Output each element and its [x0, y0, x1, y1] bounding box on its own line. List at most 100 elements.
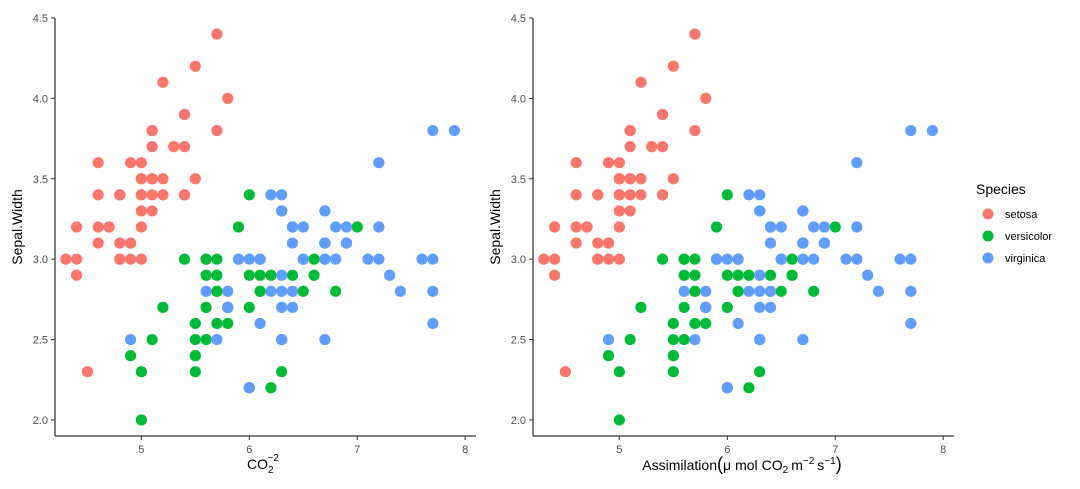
point-virginica-49 [232, 253, 245, 265]
point-versicolor-0 [829, 221, 841, 233]
point-setosa-42 [70, 221, 83, 233]
point-virginica-35 [905, 253, 917, 265]
x-axis-title-subscript: 2 [268, 465, 274, 476]
point-virginica-12 [808, 253, 820, 265]
point-virginica-5 [894, 253, 906, 265]
point-setosa-14 [222, 92, 234, 104]
y-tick-label: 2.5 [33, 335, 48, 347]
x-axis-title-open-paren: ( [717, 454, 723, 474]
point-versicolor-29 [689, 317, 701, 330]
point-virginica-20 [818, 221, 831, 233]
point-virginica-22 [905, 285, 917, 297]
point-versicolor-9 [635, 301, 647, 313]
points-layer [60, 28, 461, 426]
point-virginica-43 [808, 221, 820, 233]
point-versicolor-3 [189, 366, 201, 378]
point-virginica-7 [862, 269, 874, 281]
point-setosa-42 [548, 221, 561, 233]
point-virginica-30 [872, 285, 885, 297]
point-versicolor-20 [710, 221, 723, 233]
legend-item-versicolor: versicolor [982, 230, 1052, 243]
x-axis-title: Assimilation(μ mol CO2 m−2 s−1) [642, 454, 841, 476]
x-tick-label: 8 [462, 444, 468, 456]
point-virginica-3 [276, 269, 288, 281]
y-axis-title: Sepal.Width [487, 189, 503, 264]
x-tick-label: 5 [138, 444, 144, 456]
point-virginica-31 [448, 124, 461, 137]
point-versicolor-48 [146, 333, 158, 346]
point-versicolor-45 [689, 253, 701, 265]
point-versicolor-7 [124, 350, 137, 362]
point-setosa-1 [602, 253, 615, 265]
x-axis-title-s: s [817, 457, 824, 473]
x-tick-label: 6 [246, 444, 252, 456]
point-virginica-37 [286, 237, 299, 249]
point-versicolor-34 [178, 253, 191, 265]
point-versicolor-37 [276, 366, 288, 378]
point-setosa-36 [189, 173, 201, 185]
point-setosa-21 [624, 141, 636, 153]
x-axis-title-mol: mol [735, 457, 758, 473]
point-virginica-42 [700, 301, 712, 313]
point-virginica-44 [319, 205, 331, 217]
point-setosa-13 [538, 253, 550, 265]
point-virginica-32 [764, 285, 777, 297]
point-versicolor-45 [211, 253, 223, 265]
point-virginica-31 [926, 124, 939, 137]
point-virginica-36 [754, 189, 766, 201]
point-virginica-2 [362, 253, 374, 265]
point-setosa-18 [689, 124, 701, 137]
y-tick-label: 2.5 [511, 335, 526, 347]
point-virginica-10 [297, 221, 309, 233]
point-setosa-28 [635, 189, 647, 201]
x-axis-title: CO2−2 [247, 453, 279, 476]
point-virginica-35 [427, 253, 439, 265]
point-setosa-33 [189, 60, 201, 72]
point-virginica-32 [286, 285, 299, 297]
point-virginica-23 [754, 301, 766, 313]
legend-label-setosa: setosa [1005, 209, 1038, 221]
point-setosa-27 [635, 173, 647, 185]
point-setosa-41 [559, 366, 571, 378]
point-virginica-19 [721, 382, 733, 394]
point-versicolor-46 [211, 269, 223, 281]
point-versicolor-23 [254, 285, 266, 297]
point-versicolor-40 [189, 317, 201, 330]
legend-item-virginica: virginica [982, 252, 1046, 265]
point-setosa-16 [656, 108, 669, 121]
y-tick-label: 2.0 [33, 415, 48, 427]
point-setosa-48 [646, 141, 658, 153]
point-versicolor-46 [689, 269, 701, 281]
point-versicolor-31 [189, 350, 201, 362]
point-virginica-40 [797, 237, 809, 249]
point-versicolor-0 [351, 221, 363, 233]
point-setosa-28 [157, 189, 169, 201]
point-versicolor-25 [786, 253, 798, 265]
legend-title: Species [976, 181, 1026, 197]
point-versicolor-48 [624, 333, 636, 346]
point-versicolor-42 [222, 317, 234, 330]
point-setosa-47 [570, 221, 582, 233]
point-virginica-18 [427, 317, 439, 330]
point-versicolor-8 [308, 269, 320, 281]
point-virginica-14 [700, 285, 712, 297]
point-versicolor-44 [678, 301, 690, 313]
point-versicolor-9 [157, 301, 169, 313]
point-virginica-19 [243, 382, 255, 394]
point-setosa-30 [592, 237, 604, 249]
point-setosa-26 [135, 189, 147, 201]
x-tick-label: 5 [616, 444, 622, 456]
x-axis-title-base: CO [247, 456, 268, 472]
point-virginica-12 [330, 253, 342, 265]
point-virginica-9 [373, 157, 385, 169]
x-axis-title-m: m [791, 457, 803, 473]
point-setosa-32 [157, 76, 169, 88]
point-setosa-15 [211, 28, 223, 40]
point-setosa-22 [92, 157, 104, 169]
point-virginica-29 [851, 253, 863, 265]
point-virginica-10 [775, 221, 787, 233]
point-setosa-33 [667, 60, 679, 72]
point-setosa-17 [146, 173, 158, 185]
point-versicolor-18 [743, 382, 755, 394]
